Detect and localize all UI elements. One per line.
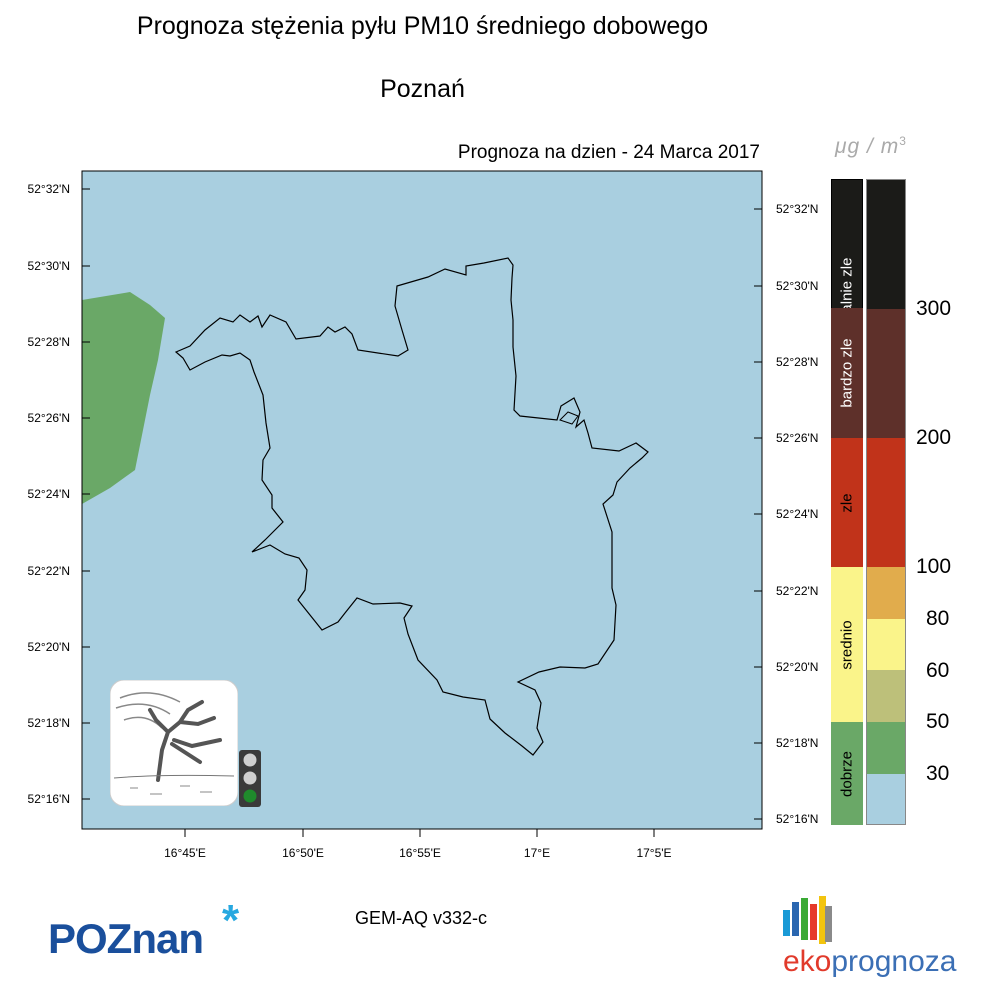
lat-label-right: 52°26'N <box>776 431 819 445</box>
lon-label: 16°50'E <box>282 846 324 860</box>
city-title: Poznań <box>380 75 465 103</box>
lat-label-right: 52°24'N <box>776 507 819 521</box>
lon-label: 16°45'E <box>164 846 206 860</box>
scale-swatch <box>867 180 905 309</box>
lat-label-left: 52°30'N <box>27 259 70 273</box>
scale-swatch <box>867 309 905 438</box>
scale-swatch <box>867 619 905 670</box>
legend-category-dobrze: dobrze <box>831 722 863 825</box>
lat-label-left: 52°32'N <box>27 182 70 196</box>
scale-swatch <box>867 670 905 722</box>
bottom-ticks <box>184 829 655 837</box>
threshold-label: 200 <box>916 426 952 449</box>
map-border <box>81 170 763 830</box>
map-title: Prognoza stężenia pyłu PM10 średniego do… <box>136 12 709 40</box>
lat-label-left: 52°24'N <box>27 487 70 501</box>
threshold-label: 60 <box>926 659 950 682</box>
lat-label-left: 52°20'N <box>27 640 70 654</box>
lon-label: 17°5'E <box>636 846 672 860</box>
lat-label-left: 52°28'N <box>27 335 70 349</box>
lon-label: 16°55'E <box>399 846 441 860</box>
lat-label-left: 52°22'N <box>27 564 70 578</box>
lat-label-right: 52°30'N <box>776 279 819 293</box>
lat-label-right: 52°18'N <box>776 736 819 750</box>
traffic-light-red-off <box>243 753 257 767</box>
lat-label-right: 52°28'N <box>776 355 819 369</box>
windy-tree-icon <box>110 680 238 806</box>
traffic-light-icon <box>239 750 261 807</box>
lat-label-left: 52°18'N <box>27 716 70 730</box>
threshold-label: 300 <box>916 297 952 320</box>
model-label: GEM-AQ v332-c <box>355 908 488 928</box>
city-boundary <box>174 257 649 756</box>
threshold-label: 100 <box>916 555 952 578</box>
traffic-light-yellow-off <box>243 771 257 785</box>
lat-label-left: 52°26'N <box>27 411 70 425</box>
lat-label-right: 52°16'N <box>776 812 819 826</box>
threshold-label: 50 <box>926 710 950 733</box>
legend-category-bardzo-zle: bardzo zle <box>831 308 863 438</box>
forecast-date: Prognoza na dzien - 24 Marca 2017 <box>457 142 760 163</box>
scale-swatch <box>867 438 905 567</box>
ekoprognoza-bars-icon <box>783 896 832 944</box>
ekoprognoza-logo: ekoprognoza <box>783 945 957 978</box>
scale-swatch <box>867 722 905 774</box>
poznan-logo: POZnan <box>48 915 204 962</box>
legend-category-zle: zle <box>831 438 863 567</box>
right-ticks <box>754 208 762 820</box>
threshold-label: 30 <box>926 762 950 785</box>
lat-label-right: 52°20'N <box>776 660 819 674</box>
lat-label-left: 52°16'N <box>27 792 70 806</box>
lat-label-right: 52°22'N <box>776 584 819 598</box>
color-scale <box>866 179 906 825</box>
threshold-label: 80 <box>926 607 950 630</box>
poznan-star-icon: * <box>222 896 240 945</box>
legend-category-srednio: srednio <box>831 567 863 722</box>
scale-swatch <box>867 567 905 619</box>
scale-swatch <box>867 774 905 824</box>
traffic-light-green-on <box>243 789 257 803</box>
left-ticks <box>82 188 90 800</box>
green-area <box>82 292 165 504</box>
lat-label-right: 52°32'N <box>776 202 819 216</box>
lon-label: 17°E <box>523 846 551 860</box>
unit-label: μg / m3 <box>835 134 907 158</box>
boundary-detail <box>559 411 579 425</box>
